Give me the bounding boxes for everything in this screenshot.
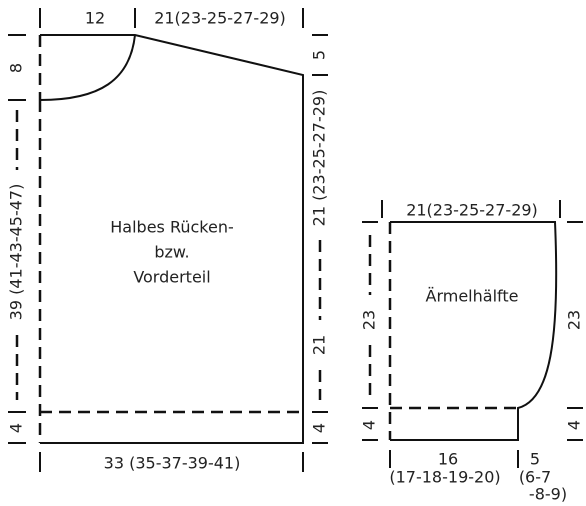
dim: 16 [438,450,458,469]
dim: 21 (23-25-27-29) [310,90,329,227]
sleeve-outline [388,221,558,441]
dim: (6-7 [519,468,551,487]
dim: (17-18-19-20) [389,468,500,487]
dim: 5 [310,50,329,60]
label: Vorderteil [133,268,210,287]
body-dimension-lines [8,8,328,472]
dim: 21(23-25-27-29) [154,9,286,28]
dim: 4 [565,420,584,430]
dim: 33 (35-37-39-41) [104,454,241,473]
dim: 39 (41-43-45-47) [7,184,26,321]
dim: 5 [530,450,540,469]
dim: 23 [360,310,379,330]
dim: 12 [85,9,105,28]
dim: 4 [7,423,26,433]
label: Halbes Rücken- [110,218,234,237]
dim: 4 [360,420,379,430]
sleeve-dimension-lines [362,200,583,468]
dim: -8-9) [529,485,567,504]
label: Ärmelhälfte [426,287,519,306]
dim: 8 [7,63,26,73]
body-outline [38,34,304,444]
dim: 4 [310,423,329,433]
dim: 21 [310,335,329,355]
dim: 21(23-25-27-29) [406,201,538,220]
dim: 23 [565,310,584,330]
label: bzw. [154,243,189,262]
